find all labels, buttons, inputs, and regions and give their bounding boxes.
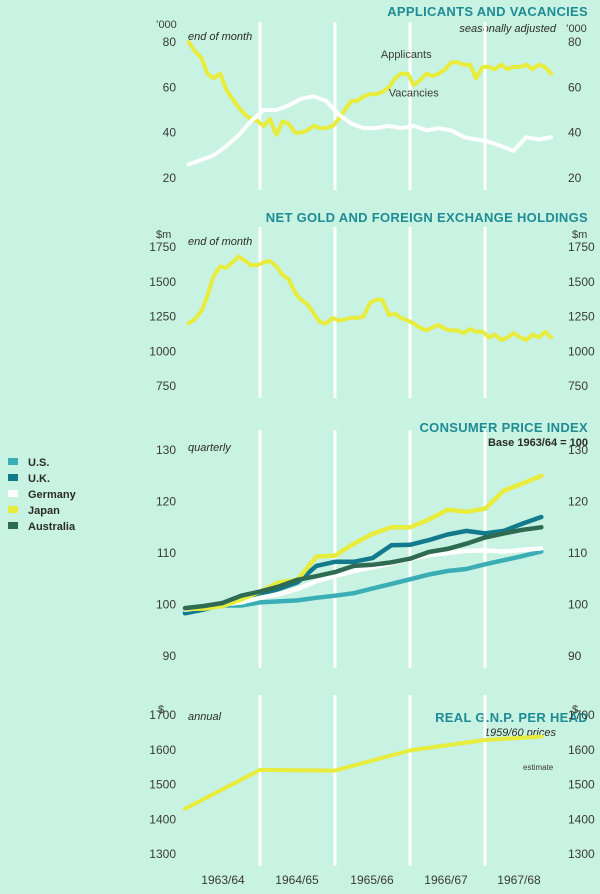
x-tick-label-1964-65: 1964/65 [275, 873, 319, 887]
legend-label-us: U.S. [28, 457, 49, 469]
series-line-cpi-germany [182, 546, 544, 612]
panel-cpi: CONSUMER PRICE INDEX Base 1963/64 = 100 … [156, 420, 588, 668]
y-tick-left-gold-fx-1000: 1000 [149, 344, 176, 358]
y-tick-right-gnp-1300: 1300 [568, 847, 595, 861]
unit-right-gnp: $ [572, 704, 578, 716]
unit-right-gold-fx: $m [572, 229, 587, 241]
y-tick-right-applicants-vacancies-60: 60 [568, 80, 582, 94]
series-label-vacancies: Vacancies [389, 87, 439, 99]
subtitle-applicants-vacancies: seasonally adjusted [459, 23, 557, 35]
y-tick-left-cpi-100: 100 [156, 598, 176, 612]
y-tick-right-cpi-90: 90 [568, 649, 582, 663]
series-layer-applicants-vacancies: 20 20 40 40 60 60 80 80 [163, 22, 582, 190]
y-tick-left-gold-fx-750: 750 [156, 379, 176, 393]
y-tick-left-cpi-120: 120 [156, 495, 176, 509]
series-line-applicants-vacancies-applicants [186, 40, 553, 137]
x-tick-label-1967-68: 1967/68 [497, 873, 541, 887]
y-tick-right-gold-fx-1750: 1750 [568, 240, 595, 254]
series-line-gnp-series-1 [183, 734, 544, 811]
series-layer-gold-fx: 750 750 1000 1000 1250 1250 1500 1500 1750 1750 [149, 227, 595, 398]
series-layer-gnp: 1300 1300 1400 1400 1500 1500 1600 1600 1700 1700 [149, 695, 595, 866]
y-tick-left-gnp-1500: 1500 [149, 778, 176, 792]
series-line-cpi-japan [182, 473, 544, 611]
x-axis: 1963/64 1964/65 1965/66 1966/67 1967/68 [201, 873, 541, 887]
y-tick-left-gnp-1700: 1700 [149, 708, 176, 722]
y-tick-right-cpi-130: 130 [568, 443, 588, 457]
unit-right-applicants-vacancies: ’000 [566, 23, 587, 35]
y-tick-left-cpi-130: 130 [156, 443, 176, 457]
series-line-gold-fx-series-1 [186, 254, 553, 343]
y-tick-right-cpi-110: 110 [568, 546, 587, 560]
unit-left-gold-fx: $m [156, 229, 171, 241]
series-line-applicants-vacancies-vacancies [186, 94, 553, 167]
y-tick-right-gnp-1500: 1500 [568, 778, 595, 792]
y-tick-left-applicants-vacancies-20: 20 [163, 171, 177, 185]
y-tick-right-applicants-vacancies-80: 80 [568, 35, 582, 49]
y-tick-right-cpi-120: 120 [568, 495, 588, 509]
x-tick-label-1965-66: 1965/66 [350, 873, 394, 887]
legend-swatch-germany [8, 490, 18, 497]
y-tick-right-applicants-vacancies-40: 40 [568, 126, 582, 140]
legend-swatch-japan [8, 506, 18, 513]
y-tick-left-cpi-110: 110 [157, 546, 176, 560]
y-tick-left-gold-fx-1750: 1750 [149, 240, 176, 254]
series-layer-cpi: 90 90 100 100 110 110 120 120 130 130 [156, 430, 588, 668]
panel-applicants-vacancies: APPLICANTS AND VACANCIES seasonally adju… [156, 4, 588, 190]
note-cpi: quarterly [188, 442, 232, 454]
y-tick-right-gnp-1600: 1600 [568, 743, 595, 757]
y-tick-right-gnp-1700: 1700 [568, 708, 595, 722]
y-tick-left-gold-fx-1250: 1250 [149, 310, 176, 324]
panel-gold-fx: NET GOLD AND FOREIGN EXCHANGE HOLDINGS $… [149, 210, 595, 398]
legend-swatch-australia [8, 522, 18, 529]
y-tick-left-cpi-90: 90 [163, 649, 177, 663]
y-tick-left-gnp-1600: 1600 [149, 743, 176, 757]
title-applicants-vacancies: APPLICANTS AND VACANCIES [387, 4, 588, 19]
legend: U.S. U.K. Germany Japan Australia [8, 457, 77, 533]
x-tick-label-1966-67: 1966/67 [424, 873, 468, 887]
y-tick-left-applicants-vacancies-80: 80 [163, 35, 177, 49]
legend-label-australia: Australia [28, 521, 76, 533]
x-tick-label-1963-64: 1963/64 [201, 873, 245, 887]
y-tick-right-gold-fx-1250: 1250 [568, 310, 595, 324]
series-line-cpi-australia [182, 525, 544, 611]
y-tick-left-applicants-vacancies-60: 60 [163, 80, 177, 94]
y-tick-right-gnp-1400: 1400 [568, 812, 595, 826]
legend-swatch-uk [8, 474, 18, 481]
y-tick-left-applicants-vacancies-40: 40 [163, 126, 177, 140]
annotation-estimate: estimate [523, 763, 554, 772]
y-tick-left-gnp-1300: 1300 [149, 847, 176, 861]
note-gnp: annual [188, 711, 222, 723]
y-tick-left-gnp-1400: 1400 [149, 812, 176, 826]
title-cpi: CONSUMER PRICE INDEX [419, 420, 588, 435]
legend-label-uk: U.K. [28, 473, 50, 485]
y-tick-right-gold-fx-1500: 1500 [568, 275, 595, 289]
y-tick-left-gold-fx-1500: 1500 [149, 275, 176, 289]
y-tick-right-gold-fx-750: 750 [568, 379, 588, 393]
legend-swatch-us [8, 458, 18, 465]
legend-label-japan: Japan [28, 505, 60, 517]
subtitle-cpi: Base 1963/64 = 100 [488, 437, 588, 449]
unit-left-gnp: $ [158, 704, 164, 716]
title-gnp: REAL G.N.P. PER HEAD [435, 710, 588, 725]
series-label-applicants: Applicants [381, 49, 432, 61]
title-gold-fx: NET GOLD AND FOREIGN EXCHANGE HOLDINGS [266, 210, 588, 225]
legend-label-germany: Germany [28, 489, 77, 501]
unit-left-applicants-vacancies: ’000 [156, 19, 177, 31]
y-tick-right-gold-fx-1000: 1000 [568, 344, 595, 358]
y-tick-right-cpi-100: 100 [568, 598, 588, 612]
note-applicants-vacancies: end of month [188, 31, 252, 43]
series-line-cpi-u-s [182, 549, 544, 614]
y-tick-right-applicants-vacancies-20: 20 [568, 171, 582, 185]
panel-gnp: REAL G.N.P. PER HEAD 1959/60 prices $ $ … [149, 695, 595, 866]
note-gold-fx: end of month [188, 236, 252, 248]
plot-area-applicants-vacancies [180, 24, 562, 188]
